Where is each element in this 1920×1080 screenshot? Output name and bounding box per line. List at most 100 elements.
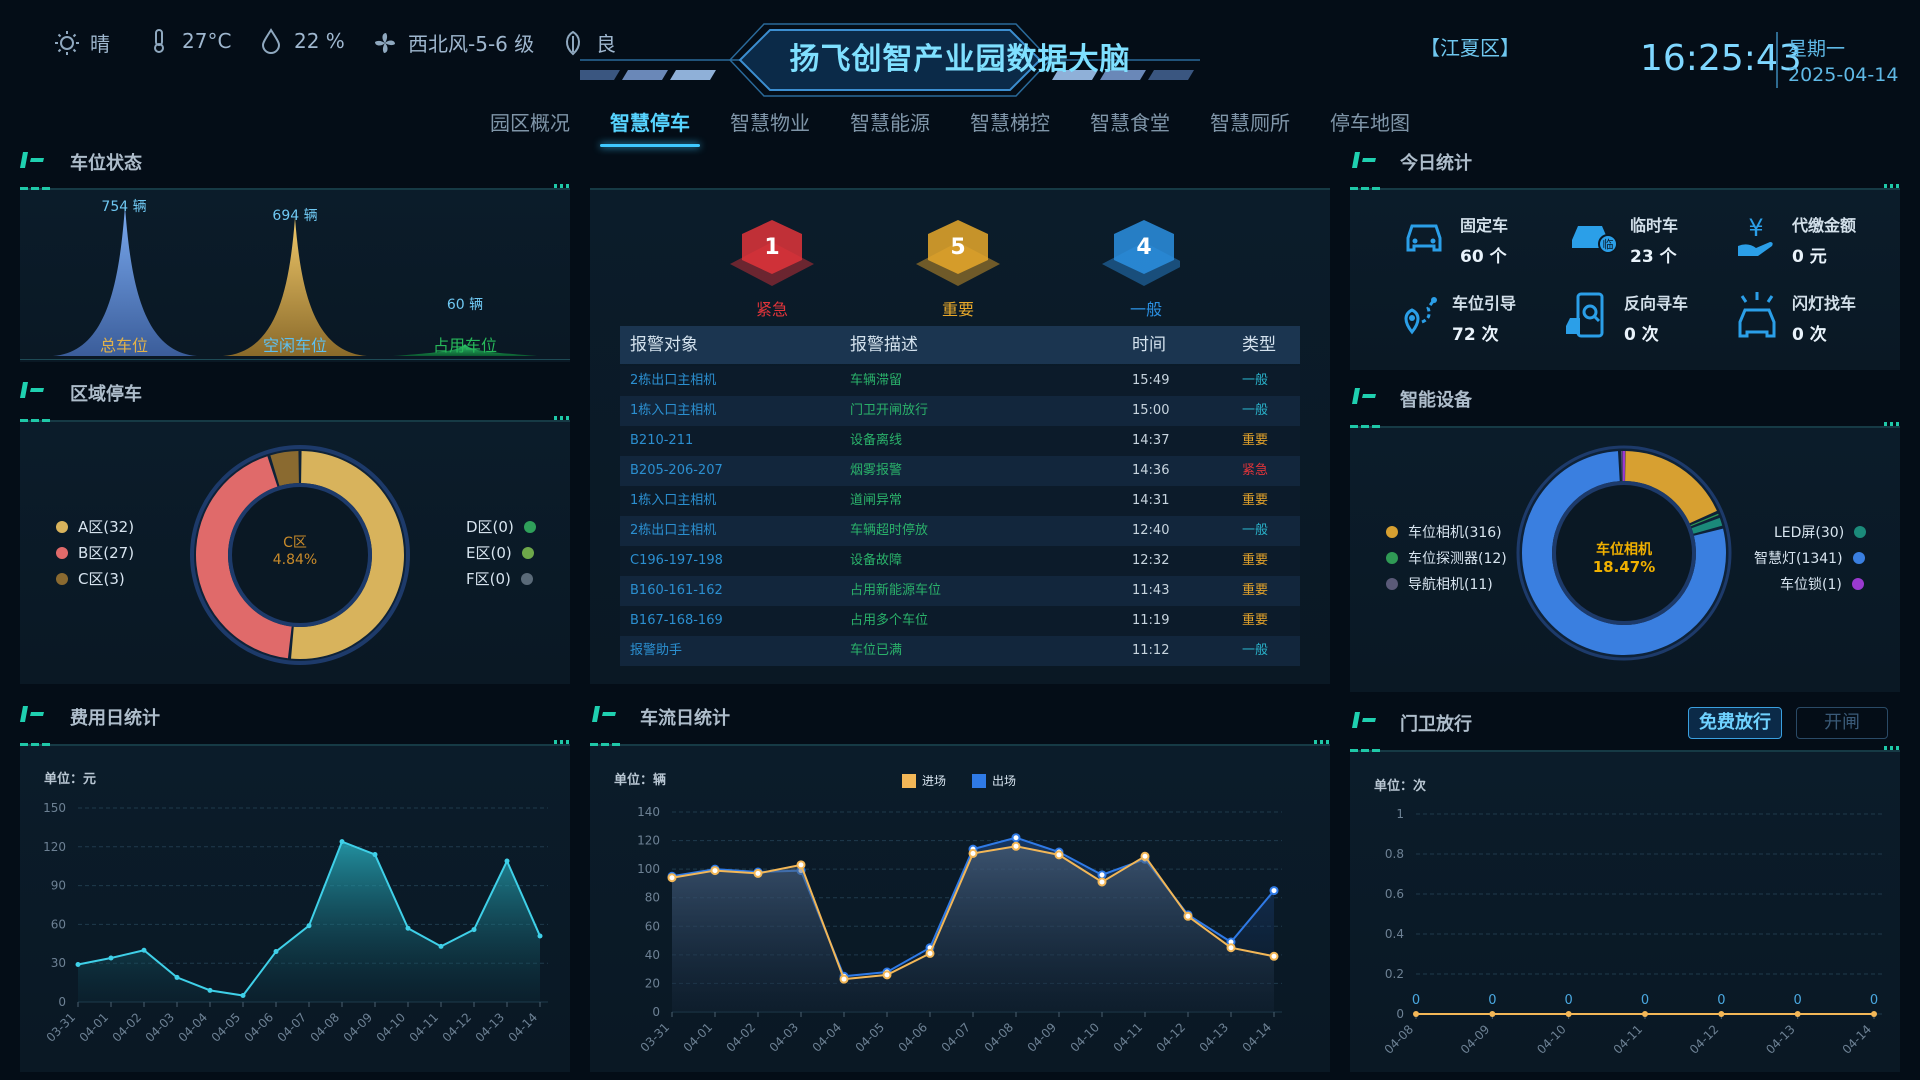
y-tick-label: 0 xyxy=(652,1005,660,1019)
tab-smart-property[interactable]: 智慧物业 xyxy=(730,111,810,135)
x-tick-label: 04-08 xyxy=(1382,1022,1417,1057)
donut-segment xyxy=(1522,451,1726,655)
legend-label: 智慧灯(1341) xyxy=(1754,551,1843,567)
fee-point[interactable] xyxy=(471,927,477,933)
alarm-badge[interactable]: 5 xyxy=(916,220,1000,286)
alarm-table-row[interactable]: B160-161-162 占用新能源车位 11:43 重要 xyxy=(620,576,1300,606)
fixed-car-label: 固定车 xyxy=(1460,216,1509,235)
tab-smart-parking[interactable]: 智慧停车 xyxy=(610,111,690,135)
zone-legend-e[interactable]: E区(0) xyxy=(466,542,534,563)
fee-point[interactable] xyxy=(75,961,81,967)
gate-point[interactable] xyxy=(1413,1011,1419,1017)
tab-park-overview[interactable]: 园区概况 xyxy=(490,111,570,135)
gate-point[interactable] xyxy=(1871,1011,1877,1017)
legend-dot xyxy=(56,572,68,585)
alarm-table-row[interactable]: B167-168-169 占用多个车位 11:19 重要 xyxy=(620,606,1300,636)
alarm-table-row[interactable]: C196-197-198 设备故障 12:32 重要 xyxy=(620,546,1300,576)
parking-peak xyxy=(53,206,197,356)
flow-point[interactable] xyxy=(968,848,978,858)
tab-smart-toilet[interactable]: 智慧厕所 xyxy=(1210,111,1290,135)
x-tick-label: 04-09 xyxy=(341,1010,376,1045)
flow-point[interactable] xyxy=(1054,850,1064,860)
tab-parking-map[interactable]: 停车地图 xyxy=(1330,111,1410,135)
tab-smart-canteen[interactable]: 智慧食堂 xyxy=(1090,111,1170,135)
alarm-table-row[interactable]: B205-206-207 烟雾报警 14:36 紧急 xyxy=(620,456,1300,486)
x-tick-label: 03-31 xyxy=(44,1010,79,1045)
flow-point[interactable] xyxy=(1011,833,1021,843)
alarm-badge[interactable]: 1 xyxy=(730,220,814,286)
flow-point[interactable] xyxy=(1011,841,1021,851)
open-gate-button[interactable]: 开闸 xyxy=(1796,707,1888,739)
occupied-spaces-value: 60 辆 xyxy=(446,297,484,313)
fee-point[interactable] xyxy=(273,949,279,955)
region-label[interactable]: 【江夏区】 xyxy=(1420,36,1520,60)
device-legend-smart-lamp[interactable]: 智慧灯(1341) xyxy=(1754,548,1865,568)
x-tick-label: 04-12 xyxy=(1154,1020,1189,1055)
device-legend-detector[interactable]: 车位探测器(12) xyxy=(1386,548,1507,568)
flow-point[interactable] xyxy=(1269,886,1279,896)
fee-point[interactable] xyxy=(306,923,312,929)
alarm-table-row[interactable]: 1栋入口主相机 道闸异常 14:31 重要 xyxy=(620,486,1300,516)
gate-point[interactable] xyxy=(1794,1011,1801,1017)
flow-point[interactable] xyxy=(1140,851,1150,861)
zone-legend-d[interactable]: D区(0) xyxy=(466,516,536,537)
y-tick-label: 20 xyxy=(645,976,660,990)
device-legend-led[interactable]: LED屏(30) xyxy=(1774,522,1867,542)
flow-point[interactable] xyxy=(753,868,763,878)
device-legend-camera[interactable]: 车位相机(316) xyxy=(1386,522,1502,542)
alarm-time: 14:36 xyxy=(1132,463,1170,478)
flow-point[interactable] xyxy=(1226,943,1236,953)
fee-point[interactable] xyxy=(174,974,180,980)
alarm-type: 一般 xyxy=(1242,643,1269,658)
legend-out[interactable]: 出场 xyxy=(972,772,1016,789)
gate-point[interactable] xyxy=(1565,1011,1572,1017)
gate-point[interactable] xyxy=(1642,1011,1648,1017)
gate-point[interactable] xyxy=(1489,1011,1496,1017)
donut-segment xyxy=(1622,451,1626,482)
section-mark-icon xyxy=(592,706,616,722)
fee-point[interactable] xyxy=(240,993,246,999)
flow-point[interactable] xyxy=(1269,951,1279,961)
fee-unit: 单位：元 xyxy=(44,772,97,787)
alarm-desc: 烟雾报警 xyxy=(850,463,903,478)
fee-point[interactable] xyxy=(405,925,411,931)
alarm-table-row[interactable]: 2栋出口主相机 车辆超时停放 12:40 一般 xyxy=(620,516,1300,546)
flow-point[interactable] xyxy=(1183,911,1193,921)
fee-point[interactable] xyxy=(537,933,543,939)
device-legend-lock[interactable]: 车位锁(1) xyxy=(1780,574,1864,594)
fee-point[interactable] xyxy=(372,852,378,858)
gate-point[interactable] xyxy=(1718,1011,1725,1017)
alarm-badge[interactable]: 4 xyxy=(1102,220,1180,286)
zone-legend-c[interactable]: C区(3) xyxy=(56,568,125,589)
flow-point[interactable] xyxy=(1097,870,1107,880)
zone-legend-b[interactable]: B区(27) xyxy=(56,542,134,563)
fee-point[interactable] xyxy=(141,947,147,953)
alarm-target: B160-161-162 xyxy=(630,583,723,598)
tab-smart-energy[interactable]: 智慧能源 xyxy=(850,111,930,135)
flow-point[interactable] xyxy=(1097,877,1107,887)
fee-point[interactable] xyxy=(438,943,444,949)
fee-point[interactable] xyxy=(339,839,345,845)
zone-legend-f[interactable]: F区(0) xyxy=(466,568,533,589)
donut-segment xyxy=(1691,517,1723,534)
fee-point[interactable] xyxy=(207,987,213,993)
flow-point[interactable] xyxy=(796,860,806,870)
fee-point[interactable] xyxy=(504,858,510,864)
free-release-button[interactable]: 免费放行 xyxy=(1688,707,1782,739)
legend-in[interactable]: 进场 xyxy=(902,772,946,789)
legend-swatch xyxy=(902,773,916,788)
tab-smart-elevator[interactable]: 智慧梯控 xyxy=(970,111,1050,135)
alarm-table-row[interactable]: 报警助手 车位已满 11:12 一般 xyxy=(620,636,1300,666)
fee-point[interactable] xyxy=(108,955,114,961)
alarm-table-row[interactable]: 1栋入口主相机 门卫开闸放行 15:00 一般 xyxy=(620,396,1300,426)
alarm-table-row[interactable]: 2栋出口主相机 车辆滞留 15:49 一般 xyxy=(620,366,1300,396)
flow-point[interactable] xyxy=(667,873,677,883)
alarm-table-row[interactable]: B210-211 设备离线 14:37 重要 xyxy=(620,426,1300,456)
x-tick-label: 04-03 xyxy=(767,1020,802,1055)
flow-point[interactable] xyxy=(839,974,849,984)
zone-legend-a[interactable]: A区(32) xyxy=(56,516,134,537)
flow-point[interactable] xyxy=(710,866,720,876)
flow-point[interactable] xyxy=(925,948,935,958)
flow-point[interactable] xyxy=(882,970,892,980)
device-legend-nav-camera[interactable]: 导航相机(11) xyxy=(1386,574,1493,594)
